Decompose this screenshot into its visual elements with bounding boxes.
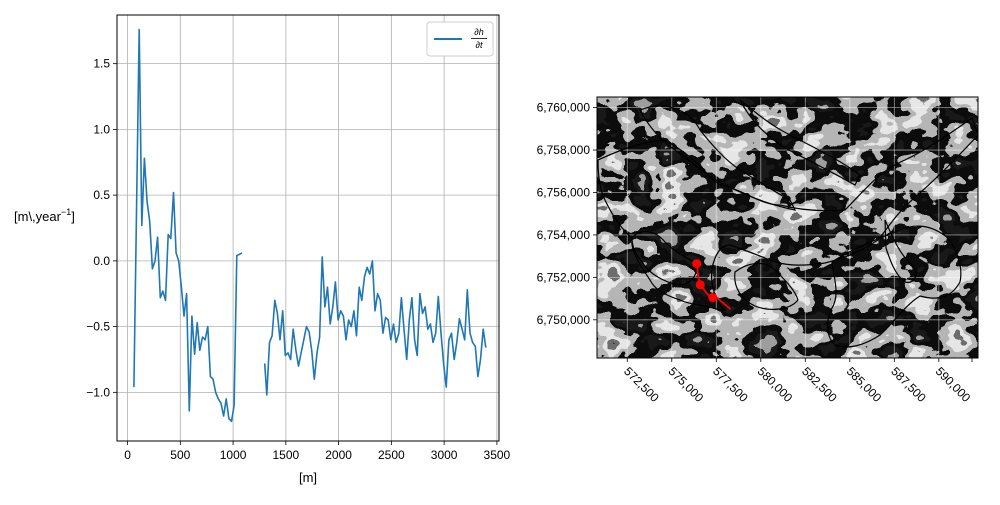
left-x-axis-label: [m] — [299, 470, 317, 485]
map-y-tick-label: 6,756,000 — [537, 185, 591, 199]
left-y-axis-label: [m\,year−1] — [14, 207, 75, 224]
glacier-outline-north — [639, 105, 797, 211]
map-area — [597, 97, 978, 358]
map-y-tick-label: 6,752,000 — [537, 270, 591, 284]
glacier-outline-spur — [884, 219, 917, 284]
legend: ∂h ∂t — [426, 21, 494, 57]
left-axes-frame — [116, 14, 500, 442]
left-y-tick-label: 0.0 — [93, 254, 110, 268]
left-x-tick-label: 1000 — [220, 448, 247, 462]
legend-label-fraction: ∂h ∂t — [471, 27, 487, 50]
map-grid — [597, 97, 978, 358]
map-x-tick-label: 582,500 — [799, 364, 840, 405]
legend-label-denominator: ∂t — [476, 40, 483, 50]
map-x-ticks: 572,500 575,000 577,500 580,000 582,500 585,0… — [621, 358, 974, 405]
glacier-outlines — [597, 99, 978, 348]
map-y-ticks: 6,750,000 6,752,000 6,754,000 6,756,000 6,75… — [537, 101, 597, 327]
left-y-ticks: −1.0 −0.5 0.0 0.5 1.0 1.5 — [86, 57, 117, 399]
map-y-tick-label: 6,760,000 — [537, 101, 591, 115]
hillshade-raster — [597, 97, 978, 358]
left-y-tick-label: 1.5 — [93, 57, 110, 71]
series-line-segment-2 — [263, 256, 487, 396]
map-axes-frame — [596, 96, 979, 359]
flowline-marker — [692, 259, 702, 269]
left-y-axis-label-close: ] — [71, 209, 75, 224]
map-x-tick-label: 572,500 — [621, 364, 662, 405]
left-x-ticks: 0 500 1000 1500 2000 2500 3000 3500 — [124, 441, 511, 462]
map-y-tick-label: 6,758,000 — [537, 143, 591, 157]
left-x-tick-label: 500 — [170, 448, 190, 462]
left-y-tick-label: 1.0 — [93, 122, 110, 136]
left-y-tick-label: 0.5 — [93, 188, 110, 202]
flowline-marker — [695, 280, 705, 290]
left-x-tick-label: 3500 — [484, 448, 511, 462]
flowline — [692, 259, 732, 310]
right-map-panel: 572,500 575,000 577,500 580,000 582,500 585,0… — [537, 96, 979, 405]
glacier-outline-ridge — [739, 99, 861, 186]
left-x-tick-label: 3000 — [431, 448, 458, 462]
legend-label-numerator: ∂h — [474, 27, 483, 37]
left-chart-panel: 0 500 1000 1500 2000 2500 3000 3500 −1.0 −0.5 0.0… — [14, 14, 511, 485]
map-y-tick-label: 6,750,000 — [537, 313, 591, 327]
left-y-tick-label: −1.0 — [86, 385, 110, 399]
map-x-tick-label: 577,500 — [710, 364, 751, 405]
left-series-group — [133, 28, 487, 423]
map-x-tick-label: 580,000 — [755, 364, 796, 405]
glacier-outline-south — [734, 262, 799, 310]
left-y-tick-label: −0.5 — [86, 320, 110, 334]
map-x-tick-label: 585,000 — [844, 364, 885, 405]
glacier-outline-east — [826, 225, 962, 348]
left-x-tick-label: 2500 — [378, 448, 405, 462]
left-x-tick-label: 1500 — [272, 448, 299, 462]
left-x-tick-label: 0 — [124, 448, 131, 462]
flowline-path — [695, 263, 732, 310]
map-y-tick-label: 6,754,000 — [537, 228, 591, 242]
series-line-segment-1 — [133, 28, 243, 423]
left-y-axis-label-main: [m\,year — [14, 209, 62, 224]
map-x-tick-label: 587,500 — [888, 364, 929, 405]
glacier-outline-west — [631, 231, 697, 286]
left-grid — [117, 15, 499, 441]
map-x-tick-label: 590,000 — [933, 364, 974, 405]
left-x-tick-label: 2000 — [325, 448, 352, 462]
flowline-marker — [708, 293, 718, 303]
glacier-outline-main — [597, 117, 978, 311]
map-x-tick-label: 575,000 — [666, 364, 707, 405]
left-y-axis-label-exp: −1 — [61, 207, 71, 217]
